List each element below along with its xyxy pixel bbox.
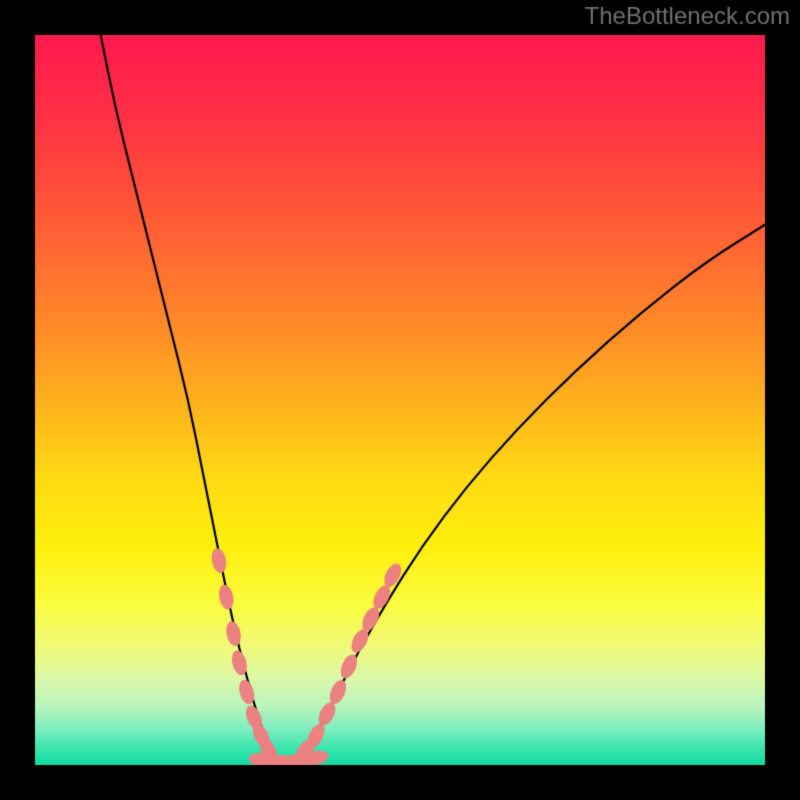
bottleneck-chart [0, 0, 800, 800]
